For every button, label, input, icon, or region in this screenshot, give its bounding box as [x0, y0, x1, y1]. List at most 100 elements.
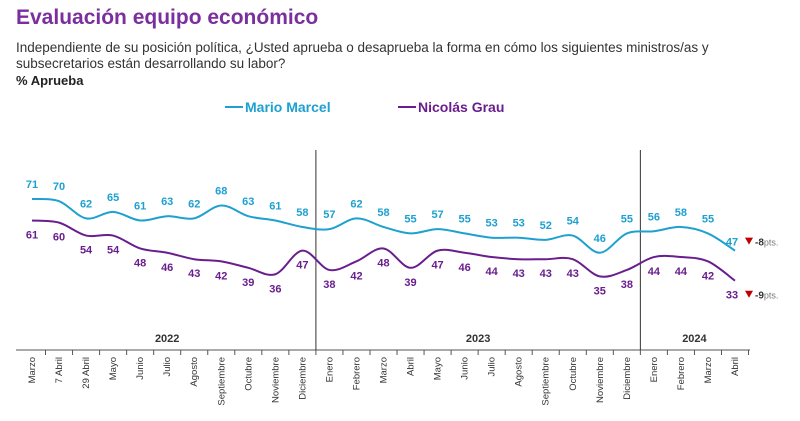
data-label: 58	[675, 207, 687, 219]
data-label: 60	[53, 232, 65, 244]
data-label: 56	[648, 211, 660, 223]
legend-label: Mario Marcel	[245, 99, 331, 115]
x-tick-label: 7 Abril	[54, 357, 65, 383]
down-arrow-icon	[745, 290, 753, 298]
data-label: 57	[431, 209, 443, 221]
data-label: 44	[675, 266, 688, 278]
data-label: 58	[296, 207, 308, 219]
data-label: 42	[350, 270, 362, 282]
data-label: 47	[726, 237, 738, 249]
x-tick-label: Mayo	[433, 357, 444, 380]
data-label: 62	[188, 198, 200, 210]
x-tick-label: Mayo	[108, 357, 119, 380]
data-label: 43	[513, 268, 525, 280]
data-label: 38	[323, 279, 335, 291]
data-label: 55	[621, 213, 633, 225]
x-tick-label: Junio	[460, 357, 471, 380]
data-label: 43	[540, 268, 552, 280]
data-label: 61	[134, 201, 146, 213]
data-label: 42	[215, 270, 227, 282]
data-label: 53	[513, 218, 525, 230]
data-label: 39	[242, 277, 254, 289]
x-tick-label: Enero	[324, 357, 335, 382]
data-label: 46	[458, 262, 470, 274]
data-label: 44	[486, 266, 499, 278]
change-unit: pts.	[764, 238, 779, 248]
data-label: 55	[702, 213, 714, 225]
chart-subtitle: Independiente de su posición política, ¿…	[16, 40, 709, 71]
data-label: 63	[242, 196, 254, 208]
measure-label: % Aprueba	[16, 73, 84, 88]
data-label: 68	[215, 185, 227, 197]
x-tick-label: Marzo	[379, 357, 390, 383]
data-label: 44	[648, 266, 661, 278]
data-label: 55	[404, 213, 416, 225]
data-label: 52	[540, 220, 552, 232]
data-label: 53	[486, 218, 498, 230]
data-label: 46	[594, 233, 606, 245]
x-tick-label: Enero	[649, 357, 660, 382]
x-tick-label: Septiembre	[541, 357, 552, 406]
data-label: 62	[80, 198, 92, 210]
change-label: -8pts.	[755, 238, 778, 249]
x-tick-label: Julio	[162, 357, 173, 377]
data-label: 63	[161, 196, 173, 208]
data-label: 54	[567, 216, 580, 228]
series-line-grau	[31, 219, 736, 282]
x-tick-label: Noviembre	[270, 357, 281, 403]
data-label: 39	[404, 277, 416, 289]
x-tick-label: Febrero	[351, 357, 362, 390]
x-tick-label: Agosto	[514, 357, 525, 387]
data-label: 54	[80, 245, 93, 257]
x-tick-label: Noviembre	[595, 357, 606, 403]
data-label: 65	[107, 192, 119, 204]
x-tick-label: Agosto	[189, 357, 200, 387]
data-label: 38	[621, 279, 633, 291]
data-label: 54	[107, 245, 120, 257]
chart-title: Evaluación equipo económico	[16, 6, 319, 29]
x-tick-label: Octubre	[568, 357, 579, 391]
data-label: 42	[702, 270, 714, 282]
x-tick-label: Diciembre	[297, 357, 308, 400]
data-label: 48	[377, 257, 389, 269]
data-label: 35	[594, 285, 606, 297]
x-tick-label: Octubre	[243, 357, 254, 391]
x-tick-label: Abril	[406, 357, 417, 376]
data-label: 71	[26, 179, 38, 191]
data-label: 43	[567, 268, 579, 280]
x-tick-label: Diciembre	[622, 357, 633, 400]
x-tick-label: Junio	[135, 357, 146, 380]
year-label: 2022	[155, 333, 179, 345]
x-tick-label: 29 Abril	[81, 357, 92, 389]
data-label: 36	[269, 283, 281, 295]
x-tick-label: Julio	[487, 357, 498, 377]
x-tick-label: Septiembre	[216, 357, 227, 406]
data-label: 55	[458, 213, 470, 225]
data-label: 70	[53, 181, 65, 193]
x-tick-label: Febrero	[676, 357, 687, 390]
data-label: 62	[350, 198, 362, 210]
x-tick-label: Abril	[730, 357, 741, 376]
down-arrow-icon	[745, 237, 753, 245]
data-label: 43	[188, 268, 200, 280]
data-label: 47	[431, 260, 443, 272]
change-value: -8	[755, 238, 764, 249]
data-label: 61	[26, 230, 38, 242]
legend-label: Nicolás Grau	[418, 99, 504, 115]
x-tick-label: Marzo	[27, 357, 38, 383]
year-label: 2024	[682, 333, 707, 345]
x-tick-label: Marzo	[703, 357, 714, 383]
change-unit: pts.	[764, 291, 779, 301]
data-label: 58	[377, 207, 389, 219]
change-label: -9pts.	[755, 291, 778, 302]
data-label: 57	[323, 209, 335, 221]
data-label: 61	[269, 201, 281, 213]
data-label: 48	[134, 257, 146, 269]
series-line-marcel	[31, 197, 736, 254]
year-label: 2023	[466, 333, 490, 345]
data-label: 46	[161, 262, 173, 274]
data-label: 33	[726, 290, 738, 302]
change-value: -9	[755, 291, 764, 302]
data-label: 47	[296, 260, 308, 272]
